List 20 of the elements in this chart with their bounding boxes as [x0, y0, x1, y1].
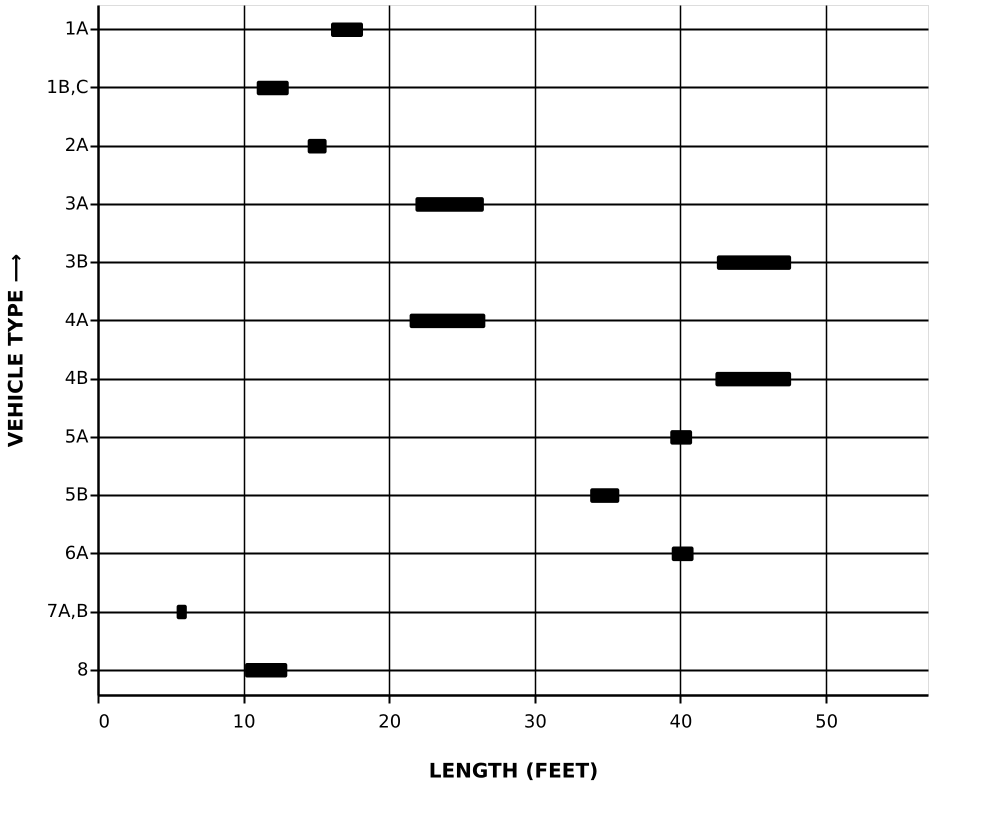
x-tick-label: 40: [670, 712, 692, 732]
x-tick-label: 50: [815, 712, 838, 732]
x-tick-label: 30: [524, 712, 547, 732]
y-tick-label: 2A: [64, 135, 90, 156]
y-tick-label: 4B: [64, 368, 88, 390]
y-tick-label: 8: [77, 659, 88, 680]
x-tick-label: 10: [232, 712, 256, 732]
y-tick-label: 1A: [64, 18, 90, 40]
y-tick-label: 1B,C: [46, 76, 88, 98]
y-tick-label: 3B: [64, 252, 88, 273]
y-tick-label: 4A: [64, 310, 90, 331]
x-axis-title: LENGTH (FEET): [428, 758, 598, 782]
y-axis-title: VEHICLE TYPE ⟶: [3, 254, 28, 448]
y-tick-label: 5B: [64, 484, 88, 506]
y-tick-label: 5A: [64, 426, 90, 448]
x-tick-label: 0: [98, 712, 110, 732]
x-tick-label: 20: [378, 712, 402, 732]
y-tick-label: 7A,B: [46, 601, 88, 622]
y-tick-label: 6A: [64, 542, 90, 564]
y-tick-label: 3A: [64, 193, 90, 214]
